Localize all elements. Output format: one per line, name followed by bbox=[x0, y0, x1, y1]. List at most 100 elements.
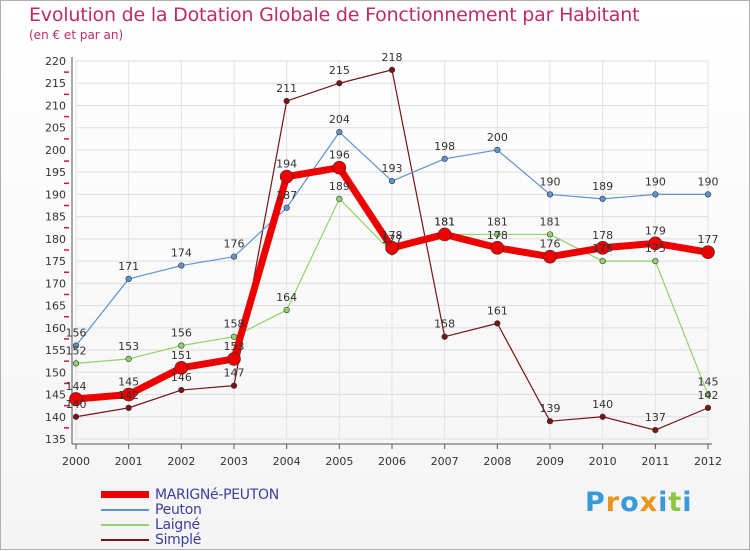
data-label: 139 bbox=[540, 402, 561, 415]
data-label: 156 bbox=[171, 327, 192, 340]
data-point bbox=[599, 258, 606, 265]
data-label: 178 bbox=[487, 229, 508, 242]
legend-item: Peuton bbox=[101, 501, 279, 518]
data-point bbox=[490, 240, 505, 255]
y-tick-label: 220 bbox=[45, 55, 66, 68]
data-point bbox=[437, 227, 452, 242]
data-point bbox=[546, 231, 554, 238]
data-point bbox=[599, 413, 606, 420]
data-label: 200 bbox=[487, 131, 508, 144]
data-label: 177 bbox=[382, 233, 403, 246]
data-point bbox=[72, 413, 80, 420]
y-tick-label: 210 bbox=[45, 99, 66, 112]
data-label: 181 bbox=[434, 215, 455, 228]
data-point bbox=[546, 191, 554, 198]
data-label: 193 bbox=[382, 162, 403, 175]
data-label: 211 bbox=[276, 82, 297, 95]
data-label: 190 bbox=[698, 175, 719, 188]
y-tick-label: 215 bbox=[45, 77, 66, 90]
logo-letter: x bbox=[639, 487, 659, 518]
data-label: 181 bbox=[540, 215, 561, 228]
data-label: 147 bbox=[224, 367, 245, 380]
data-point bbox=[595, 240, 610, 255]
data-point bbox=[178, 262, 185, 269]
data-point bbox=[230, 253, 238, 260]
legend-swatch bbox=[101, 491, 149, 498]
y-tick-label: 195 bbox=[45, 166, 66, 179]
legend-swatch bbox=[101, 508, 149, 511]
data-point bbox=[388, 66, 396, 73]
data-label: 176 bbox=[540, 238, 561, 251]
legend-label: Peuton bbox=[155, 501, 202, 518]
data-point bbox=[546, 418, 554, 425]
legend-label: Laigné bbox=[155, 516, 200, 533]
data-point bbox=[494, 146, 501, 154]
data-label: 190 bbox=[645, 175, 666, 188]
data-label: 179 bbox=[645, 224, 666, 237]
series-lines bbox=[69, 66, 715, 434]
data-point bbox=[701, 245, 715, 260]
data-point bbox=[336, 129, 343, 136]
data-label: 145 bbox=[118, 376, 139, 389]
y-tick-label: 165 bbox=[45, 300, 66, 313]
legend-label: MARIGNé-PEUTON bbox=[155, 486, 279, 503]
data-point bbox=[125, 275, 132, 283]
data-point bbox=[704, 404, 712, 411]
logo-letter: P bbox=[585, 487, 606, 518]
x-tick-label: 2005 bbox=[325, 455, 353, 468]
legend-swatch bbox=[101, 523, 149, 526]
y-tick-label: 135 bbox=[45, 433, 66, 446]
x-tick-label: 2007 bbox=[431, 455, 459, 468]
x-tick-label: 2001 bbox=[115, 455, 143, 468]
data-point bbox=[125, 404, 132, 411]
x-tick-label: 2003 bbox=[220, 455, 248, 468]
data-point bbox=[230, 333, 238, 340]
data-label: 145 bbox=[698, 376, 719, 389]
data-point bbox=[652, 427, 659, 434]
data-point bbox=[388, 177, 396, 185]
data-point bbox=[125, 355, 132, 363]
chart-title: Evolution de la Dotation Globale de Fonc… bbox=[29, 4, 640, 26]
data-point bbox=[283, 204, 290, 211]
logo-letter: t bbox=[668, 487, 683, 518]
legend-item: MARIGNé-PEUTON bbox=[101, 486, 279, 503]
y-tick-label: 155 bbox=[45, 344, 66, 357]
data-label: 177 bbox=[698, 233, 719, 246]
data-point bbox=[441, 333, 448, 340]
logo-letter: i bbox=[682, 487, 693, 518]
data-label: 218 bbox=[382, 51, 403, 64]
data-label: 137 bbox=[645, 411, 666, 424]
data-point bbox=[279, 169, 294, 184]
data-point bbox=[227, 352, 241, 366]
data-point bbox=[283, 306, 290, 314]
data-label: 176 bbox=[224, 238, 245, 251]
data-label: 153 bbox=[224, 340, 245, 353]
data-label: 171 bbox=[118, 260, 139, 273]
data-point bbox=[178, 342, 185, 349]
y-tick-label: 190 bbox=[45, 188, 66, 201]
data-label: 189 bbox=[592, 180, 613, 193]
data-point bbox=[648, 236, 663, 251]
data-label: 140 bbox=[66, 398, 87, 411]
data-point bbox=[174, 361, 189, 375]
data-label: 181 bbox=[487, 215, 508, 228]
x-tick-label: 2008 bbox=[483, 455, 511, 468]
data-label: 158 bbox=[434, 318, 455, 331]
data-label: 190 bbox=[540, 175, 561, 188]
y-tick-label: 170 bbox=[45, 277, 66, 290]
chart-subtitle: (en € et par an) bbox=[29, 28, 124, 42]
data-point bbox=[543, 249, 557, 264]
data-point bbox=[72, 342, 80, 349]
data-point bbox=[336, 80, 343, 87]
legend-item: Laigné bbox=[101, 516, 279, 533]
x-tick-label: 2006 bbox=[378, 455, 406, 468]
data-point bbox=[599, 195, 606, 202]
data-point bbox=[72, 360, 80, 367]
y-tick-label: 205 bbox=[45, 122, 66, 135]
axes: 1351401451501551601651701751801851901952… bbox=[45, 55, 722, 468]
proxiti-logo: Proxiti bbox=[585, 487, 693, 518]
y-tick-label: 180 bbox=[45, 233, 66, 246]
y-tick-label: 200 bbox=[45, 144, 66, 157]
